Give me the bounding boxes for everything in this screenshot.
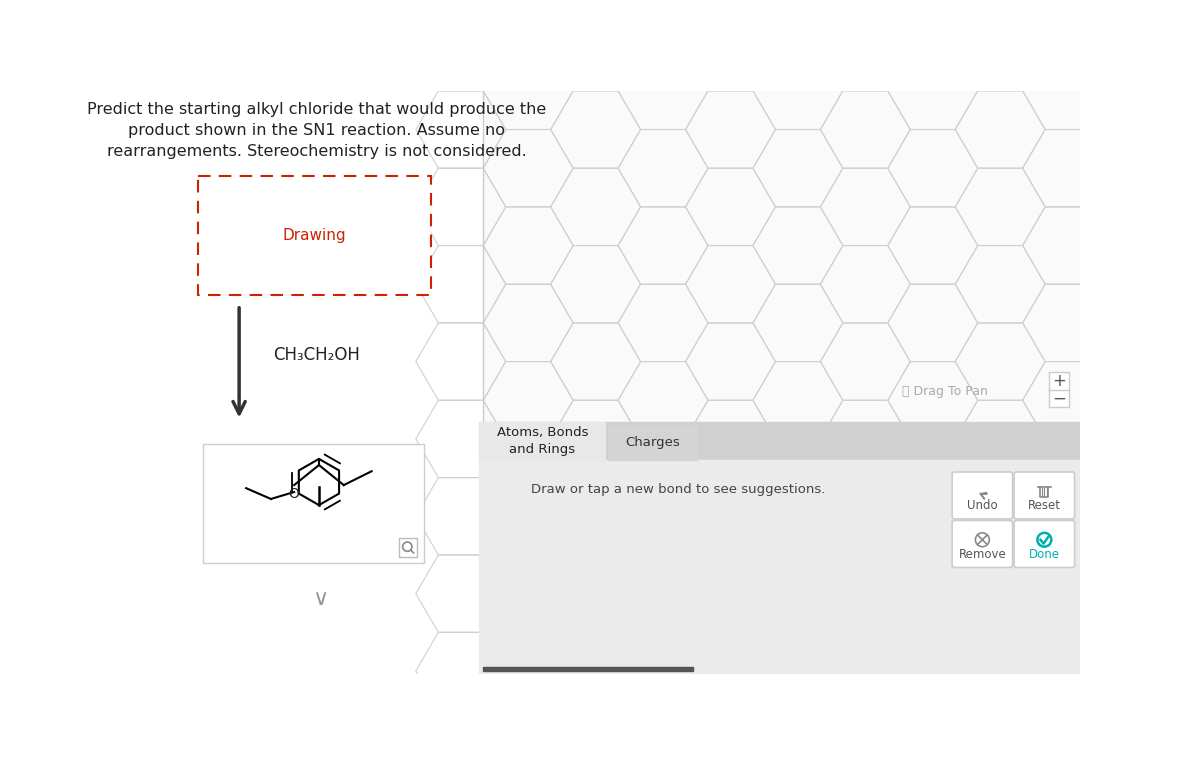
FancyBboxPatch shape: [479, 422, 606, 462]
Text: Reset: Reset: [1028, 500, 1061, 512]
Bar: [484, 91, 1080, 422]
Text: Remove: Remove: [959, 548, 1007, 561]
Text: ∨: ∨: [312, 589, 329, 609]
FancyBboxPatch shape: [1014, 472, 1074, 519]
Bar: [198, 176, 431, 295]
Text: CH₃CH₂OH: CH₃CH₂OH: [274, 346, 360, 364]
FancyBboxPatch shape: [952, 521, 1013, 568]
Bar: [203, 444, 424, 563]
FancyBboxPatch shape: [952, 472, 1013, 519]
Text: Charges: Charges: [625, 436, 680, 449]
Bar: [1049, 372, 1069, 407]
Text: Done: Done: [1028, 548, 1060, 561]
Text: −: −: [1052, 390, 1066, 408]
Text: 🖐 Drag To Pan: 🖐 Drag To Pan: [901, 385, 988, 397]
Text: O: O: [289, 488, 300, 501]
Bar: [484, 667, 692, 671]
Text: Draw or tap a new bond to see suggestions.: Draw or tap a new bond to see suggestion…: [532, 483, 826, 496]
Text: Predict the starting alkyl chloride that would produce the
product shown in the : Predict the starting alkyl chloride that…: [88, 102, 546, 160]
Bar: [479, 422, 1080, 460]
Text: Atoms, Bonds
and Rings: Atoms, Bonds and Rings: [497, 426, 588, 456]
Text: +: +: [1052, 372, 1066, 390]
Bar: [608, 425, 697, 460]
Bar: [398, 538, 418, 556]
Text: Undo: Undo: [967, 500, 997, 512]
Bar: [479, 460, 1080, 674]
FancyBboxPatch shape: [1014, 521, 1074, 568]
Bar: [150, 91, 484, 674]
Text: Drawing: Drawing: [282, 228, 346, 243]
